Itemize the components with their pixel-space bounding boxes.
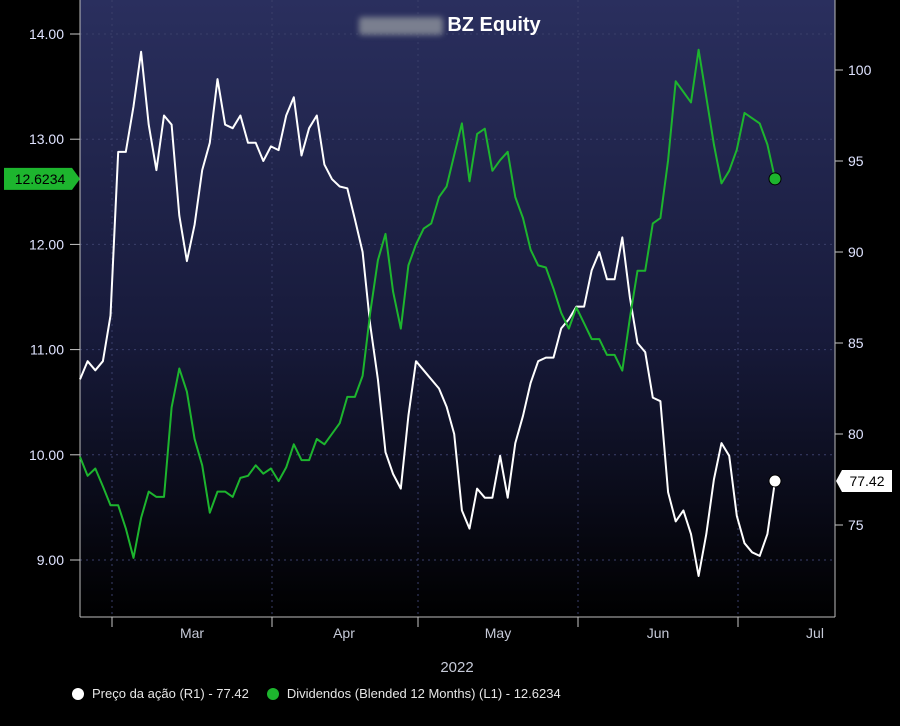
legend-label-price: Preço da ação (R1) - 77.42	[92, 686, 249, 701]
price-end-marker	[768, 474, 782, 488]
dividends-value-tag-label: 12.6234	[15, 171, 66, 187]
plot-background	[80, 0, 835, 617]
legend-label-dividends: Dividendos (Blended 12 Months) (L1) - 12…	[286, 686, 561, 701]
price-series-line	[79, 50, 776, 577]
axes: 9.00 10.00 11.00 12.00 13.00 14.00 75 80 85 90 95 1…	[29, 0, 872, 676]
legend-item-price: Preço da ação (R1) - 77.42	[72, 686, 249, 701]
dividends-series-line	[79, 48, 776, 559]
y-right-tick-label: 75	[848, 517, 864, 533]
x-tick-label: May	[485, 625, 511, 641]
y-left-tick-label: 10.00	[29, 447, 64, 463]
y-left-tick-label: 9.00	[37, 552, 64, 568]
price-value-tag-label: 77.42	[849, 473, 884, 489]
grid	[80, 0, 835, 617]
x-axis-label: 2022	[440, 659, 473, 676]
y-left-tick-label: 12.00	[29, 236, 64, 252]
legend: Preço da ação (R1) - 77.42 Dividendos (B…	[72, 686, 561, 701]
legend-item-dividends: Dividendos (Blended 12 Months) (L1) - 12…	[266, 686, 561, 701]
end-markers: 77.42 12.6234	[4, 167, 892, 492]
y-left-tick-label: 14.00	[29, 26, 64, 42]
series-lines	[79, 48, 776, 577]
y-right-tick-label: 90	[848, 244, 864, 260]
y-right-tick-label: 95	[848, 153, 864, 169]
chart-title-text: BZ Equity	[447, 14, 541, 36]
dividends-end-marker	[768, 172, 782, 186]
price-value-tag	[836, 469, 892, 492]
y-left-tick-label: 11.00	[30, 342, 64, 358]
dividends-value-tag	[4, 167, 80, 190]
redacted-ticker	[359, 16, 444, 35]
y-left-tick-label: 13.00	[29, 131, 64, 147]
x-tick-label: Jul	[806, 625, 824, 641]
y-right-tick-label: 100	[848, 62, 872, 78]
y-right-tick-label: 80	[848, 426, 864, 442]
y-right-tick-label: 85	[848, 335, 864, 351]
legend-dot-price	[72, 687, 84, 700]
x-tick-label: Apr	[333, 625, 355, 641]
chart-title: BZ Equity	[0, 14, 900, 37]
legend-dot-dividends	[266, 687, 279, 700]
x-tick-label: Mar	[180, 625, 204, 641]
x-tick-label: Jun	[647, 625, 670, 641]
